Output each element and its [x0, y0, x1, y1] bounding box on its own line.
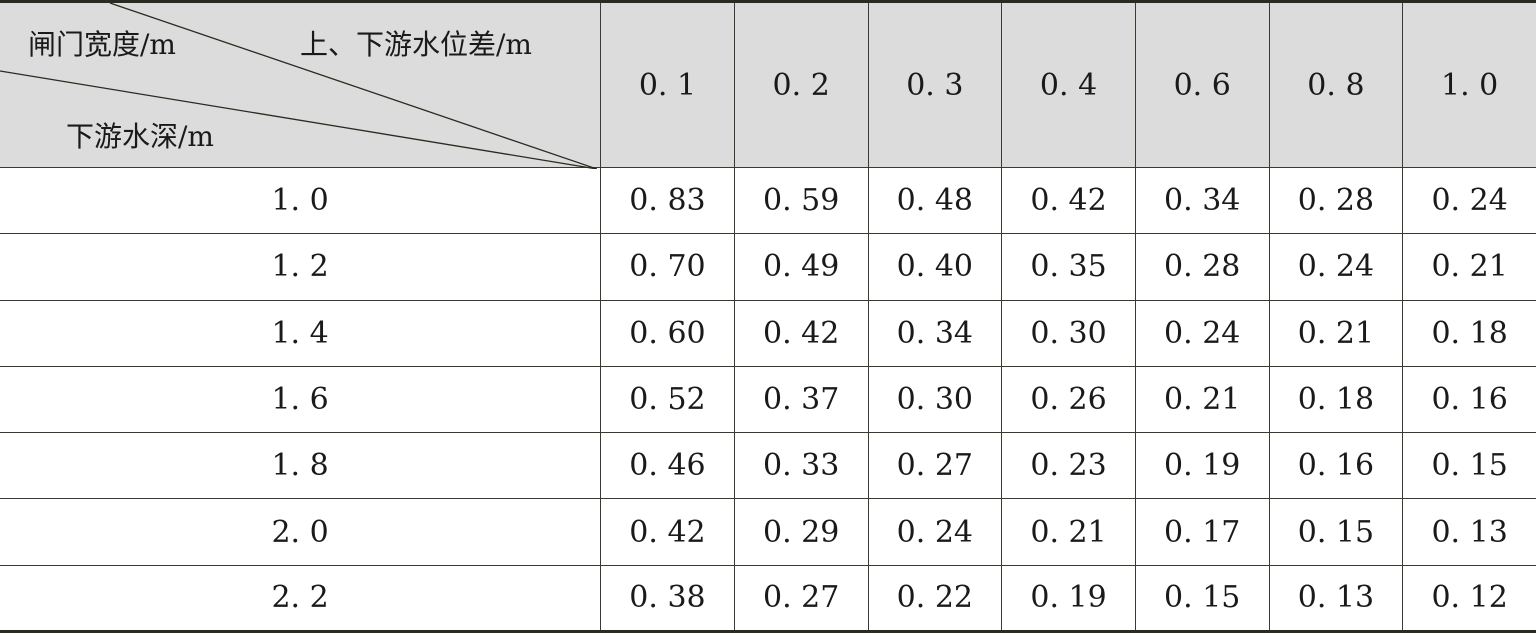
table-cell: 0. 35: [1001, 233, 1136, 301]
table-cell: 0. 28: [1134, 233, 1270, 301]
table-cell: 0. 23: [1001, 432, 1136, 500]
table-row: 1. 2 0. 70 0. 49 0. 40 0. 35 0. 28 0. 24 0. 21: [0, 233, 1536, 301]
table-cell: 0. 34: [867, 299, 1003, 367]
table-cell: 0. 15: [1402, 432, 1536, 500]
table-cell: 0. 24: [1268, 233, 1404, 301]
table-cell: 0. 17: [1134, 498, 1270, 566]
row-header-depth: 1. 6: [0, 365, 602, 434]
table-cell: 0. 16: [1402, 365, 1536, 434]
table-cell: 0. 28: [1268, 166, 1404, 235]
table-cell: 0. 48: [867, 166, 1003, 235]
column-header: 0. 6: [1134, 1, 1270, 168]
diagonal-header-cell: 闸门宽度/m 上、下游水位差/m 下游水深/m: [0, 1, 602, 169]
table-row: 2. 0 0. 42 0. 29 0. 24 0. 21 0. 17 0. 15 0. 13: [0, 498, 1536, 566]
table-cell: 0. 29: [733, 498, 869, 566]
table-cell: 0. 13: [1268, 564, 1404, 633]
table-cell: 0. 59: [733, 166, 869, 235]
table-cell: 0. 16: [1268, 432, 1404, 500]
table-cell: 0. 33: [733, 432, 869, 500]
table-cell: 0. 18: [1402, 299, 1536, 367]
row-header-depth: 2. 2: [0, 564, 602, 633]
diagonal-line-upper: [109, 3, 597, 169]
table-cell: 0. 42: [600, 498, 735, 566]
table-body: 1. 0 0. 83 0. 59 0. 48 0. 42 0. 34 0. 28 0. 24 1…: [0, 166, 1536, 633]
table-row: 1. 0 0. 83 0. 59 0. 48 0. 42 0. 34 0. 28 0. 24: [0, 166, 1536, 235]
row-header-depth: 1. 2: [0, 233, 602, 301]
gate-width-label: 闸门宽度/m: [28, 28, 176, 61]
table-cell: 0. 34: [1134, 166, 1270, 235]
table-cell: 0. 40: [867, 233, 1003, 301]
table-cell: 0. 42: [733, 299, 869, 367]
table-cell: 0. 21: [1001, 498, 1136, 566]
table-cell: 0. 18: [1268, 365, 1404, 434]
table-cell: 0. 70: [600, 233, 735, 301]
table-row: 2. 2 0. 38 0. 27 0. 22 0. 19 0. 15 0. 13 0. 12: [0, 564, 1536, 633]
table-cell: 0. 21: [1402, 233, 1536, 301]
table-cell: 0. 22: [867, 564, 1003, 633]
table-cell: 0. 27: [733, 564, 869, 633]
column-header: 0. 4: [1001, 1, 1136, 168]
column-header: 1. 0: [1402, 1, 1536, 168]
row-header-depth: 1. 4: [0, 299, 602, 367]
table-cell: 0. 21: [1134, 365, 1270, 434]
row-header-depth: 2. 0: [0, 498, 602, 566]
table-cell: 0. 21: [1268, 299, 1404, 367]
header-row: 闸门宽度/m 上、下游水位差/m 下游水深/m 0. 1 0. 2 0. 3 0…: [0, 1, 1536, 169]
table-cell: 0. 24: [1134, 299, 1270, 367]
column-header: 0. 8: [1268, 1, 1404, 168]
table-cell: 0. 15: [1268, 498, 1404, 566]
table-cell: 0. 12: [1402, 564, 1536, 633]
table-cell: 0. 15: [1134, 564, 1270, 633]
table-cell: 0. 52: [600, 365, 735, 434]
table-row: 1. 6 0. 52 0. 37 0. 30 0. 26 0. 21 0. 18 0. 16: [0, 365, 1536, 434]
table-row: 1. 4 0. 60 0. 42 0. 34 0. 30 0. 24 0. 21 0. 18: [0, 299, 1536, 367]
table-cell: 0. 46: [600, 432, 735, 500]
table-cell: 0. 30: [1001, 299, 1136, 367]
table-cell: 0. 42: [1001, 166, 1136, 235]
table-cell: 0. 49: [733, 233, 869, 301]
table-cell: 0. 60: [600, 299, 735, 367]
table-cell: 0. 19: [1001, 564, 1136, 633]
column-header: 0. 3: [867, 1, 1003, 168]
diagonal-line-lower: [0, 70, 597, 169]
table-cell: 0. 38: [600, 564, 735, 633]
table-cell: 0. 83: [600, 166, 735, 235]
row-header-depth: 1. 8: [0, 432, 602, 500]
table-cell: 0. 27: [867, 432, 1003, 500]
table-cell: 0. 24: [1402, 166, 1536, 235]
table-cell: 0. 19: [1134, 432, 1270, 500]
table-row: 1. 8 0. 46 0. 33 0. 27 0. 23 0. 19 0. 16 0. 15: [0, 432, 1536, 500]
column-header: 0. 1: [600, 1, 735, 168]
row-header-depth: 1. 0: [0, 166, 602, 235]
table-cell: 0. 30: [867, 365, 1003, 434]
diagonal-lines: [0, 3, 597, 169]
column-header: 0. 2: [733, 1, 869, 168]
table-cell: 0. 26: [1001, 365, 1136, 434]
table-cell: 0. 37: [733, 365, 869, 434]
level-difference-label: 上、下游水位差/m: [300, 28, 532, 61]
downstream-depth-label: 下游水深/m: [66, 120, 214, 153]
table-cell: 0. 24: [867, 498, 1003, 566]
table-cell: 0. 13: [1402, 498, 1536, 566]
